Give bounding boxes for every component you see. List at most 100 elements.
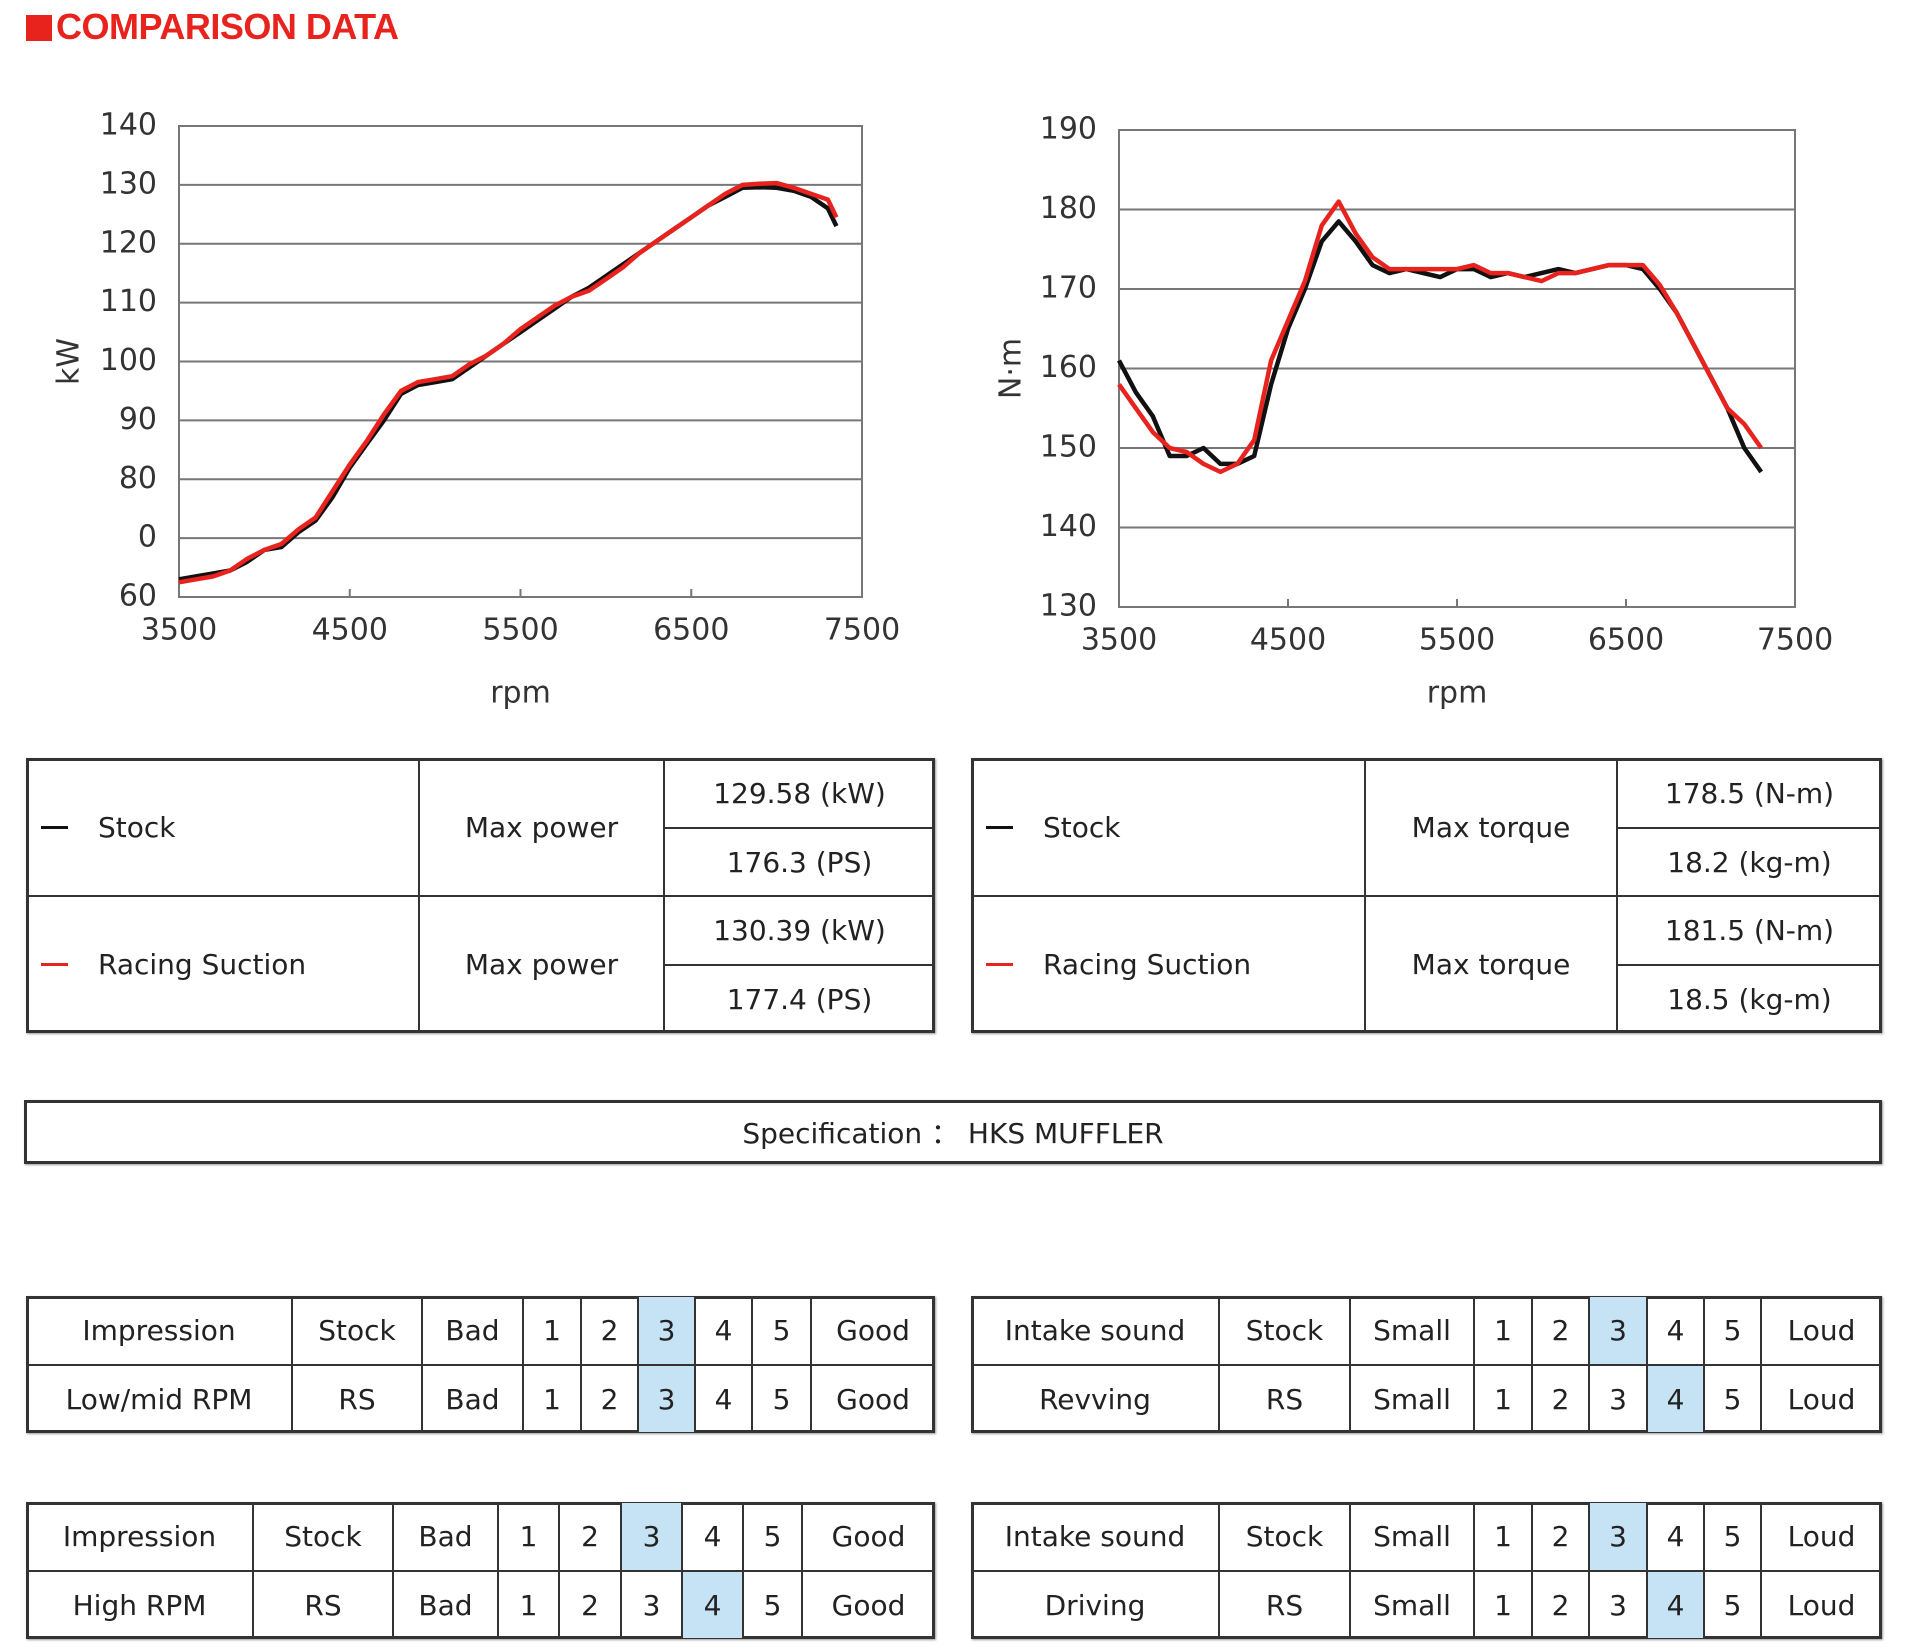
rating-selected: 3 (638, 1365, 695, 1433)
rating-cell: Small (1350, 1296, 1474, 1365)
x-tick-label: 3500 (141, 613, 217, 648)
x-tick-label: 7500 (824, 613, 900, 648)
legend-swatch (41, 963, 68, 966)
legend-swatch (986, 963, 1013, 966)
rating-cell: 5 (743, 1502, 802, 1571)
x-tick-label: 6500 (653, 613, 729, 648)
rating-selected: 4 (1647, 1571, 1704, 1639)
metric-value: 18.5 (kg-m) (1617, 965, 1882, 1033)
metric-label: Max power (419, 758, 664, 896)
rating-cell: 4 (1647, 1296, 1704, 1365)
rating-cell: Low/mid RPM (26, 1365, 292, 1433)
metric-value: 178.5 (N-m) (1617, 758, 1882, 828)
y-tick-label: 180 (1040, 191, 1097, 226)
rating-cell: 5 (1704, 1365, 1761, 1433)
x-tick-label: 4500 (312, 613, 388, 648)
metric-value: 176.3 (PS) (664, 828, 935, 896)
rating-cell: 5 (1704, 1502, 1761, 1571)
rating-cell: 2 (559, 1571, 621, 1639)
rating-cell: Impression (26, 1296, 292, 1365)
metric-value: 18.2 (kg-m) (1617, 828, 1882, 896)
y-tick-label: 140 (1040, 509, 1097, 544)
legend-name: Racing Suction (1043, 948, 1252, 981)
rating-cell: 4 (1647, 1502, 1704, 1571)
rating-cell: Intake sound (971, 1502, 1219, 1571)
x-axis-label: rpm (490, 676, 551, 711)
y-axis-label: N·m (994, 338, 1029, 399)
charts: 60 0 80 90 100 110 120 130 140 3500 4500 5500 6500 75… (52, 108, 1834, 711)
metric-value: 129.58 (kW) (664, 758, 935, 828)
rating-cell: 4 (682, 1502, 743, 1571)
metric-label: Max torque (1365, 758, 1617, 896)
x-tick-label: 6500 (1588, 623, 1664, 658)
page-title: COMPARISON DATA (26, 6, 399, 48)
x-tick-label: 7500 (1757, 623, 1833, 658)
rating-cell: Loud (1761, 1296, 1882, 1365)
y-tick-label: 90 (119, 402, 157, 437)
rating-cell: Loud (1761, 1502, 1882, 1571)
rating-cell: Bad (393, 1571, 498, 1639)
rating-cell: 2 (581, 1296, 638, 1365)
x-tick-label: 4500 (1250, 623, 1326, 658)
y-tick-label: 170 (1040, 271, 1097, 306)
rating-selected: 3 (1589, 1296, 1647, 1365)
series-line (1117, 219, 1764, 474)
rating-cell: Good (811, 1365, 935, 1433)
rating-cell: Loud (1761, 1365, 1882, 1433)
x-tick-label: 5500 (482, 613, 558, 648)
rating-selected: 3 (621, 1502, 682, 1571)
y-tick-label: 80 (119, 461, 157, 496)
rating-cell: RS (1219, 1365, 1350, 1433)
spec-box (24, 1100, 1882, 1164)
rating-cell: Stock (1219, 1296, 1350, 1365)
metric-value: 130.39 (kW) (664, 896, 935, 965)
metric-value: 177.4 (PS) (664, 965, 935, 1033)
rating-cell: 2 (1532, 1296, 1589, 1365)
rating-cell: 3 (1589, 1571, 1647, 1639)
rating-selected: 4 (682, 1571, 743, 1639)
y-tick-label: 130 (100, 166, 157, 201)
legend-swatch (41, 825, 68, 829)
rating-cell: 2 (1532, 1571, 1589, 1639)
y-tick-label: 60 (119, 579, 157, 614)
legend-cell: Stock (26, 758, 419, 896)
rating-cell: 2 (1532, 1365, 1589, 1433)
metric-label: Max torque (1365, 896, 1617, 1033)
legend-cell: Racing Suction (26, 896, 419, 1033)
rating-cell: 1 (1474, 1296, 1532, 1365)
rating-cell: Good (802, 1502, 935, 1571)
rating-cell: Driving (971, 1571, 1219, 1639)
rating-cell: 1 (498, 1502, 559, 1571)
rating-cell: RS (1219, 1571, 1350, 1639)
y-tick-label: 160 (1040, 350, 1097, 385)
legend-name: Stock (98, 810, 176, 844)
legend-name: Stock (1043, 810, 1121, 844)
rating-cell: RS (253, 1571, 393, 1639)
rating-cell: Small (1350, 1365, 1474, 1433)
rating-cell: Stock (253, 1502, 393, 1571)
rating-cell: RS (292, 1365, 422, 1433)
rating-cell: 5 (752, 1365, 811, 1433)
rating-cell: 1 (1474, 1365, 1532, 1433)
rating-cell: 5 (1704, 1571, 1761, 1639)
rating-cell: 5 (743, 1571, 802, 1639)
legend-name: Racing Suction (98, 948, 307, 981)
rating-cell: Bad (422, 1296, 523, 1365)
rating-cell: 4 (695, 1365, 752, 1433)
rating-selected: 4 (1647, 1365, 1704, 1433)
x-tick-label: 5500 (1419, 623, 1495, 658)
rating-cell: 1 (498, 1571, 559, 1639)
rating-cell: 5 (1704, 1296, 1761, 1365)
rating-cell: 1 (1474, 1502, 1532, 1571)
rating-cell: 3 (1589, 1365, 1647, 1433)
rating-selected: 3 (1589, 1502, 1647, 1571)
rating-cell: 3 (621, 1571, 682, 1639)
y-tick-label: 0 (138, 520, 157, 555)
x-tick-label: 3500 (1081, 623, 1157, 658)
rating-cell: 1 (523, 1296, 581, 1365)
x-axis-label: rpm (1427, 676, 1488, 711)
y-tick-label: 140 (100, 108, 157, 143)
rating-cell: Loud (1761, 1571, 1882, 1639)
title-marker (26, 15, 52, 41)
